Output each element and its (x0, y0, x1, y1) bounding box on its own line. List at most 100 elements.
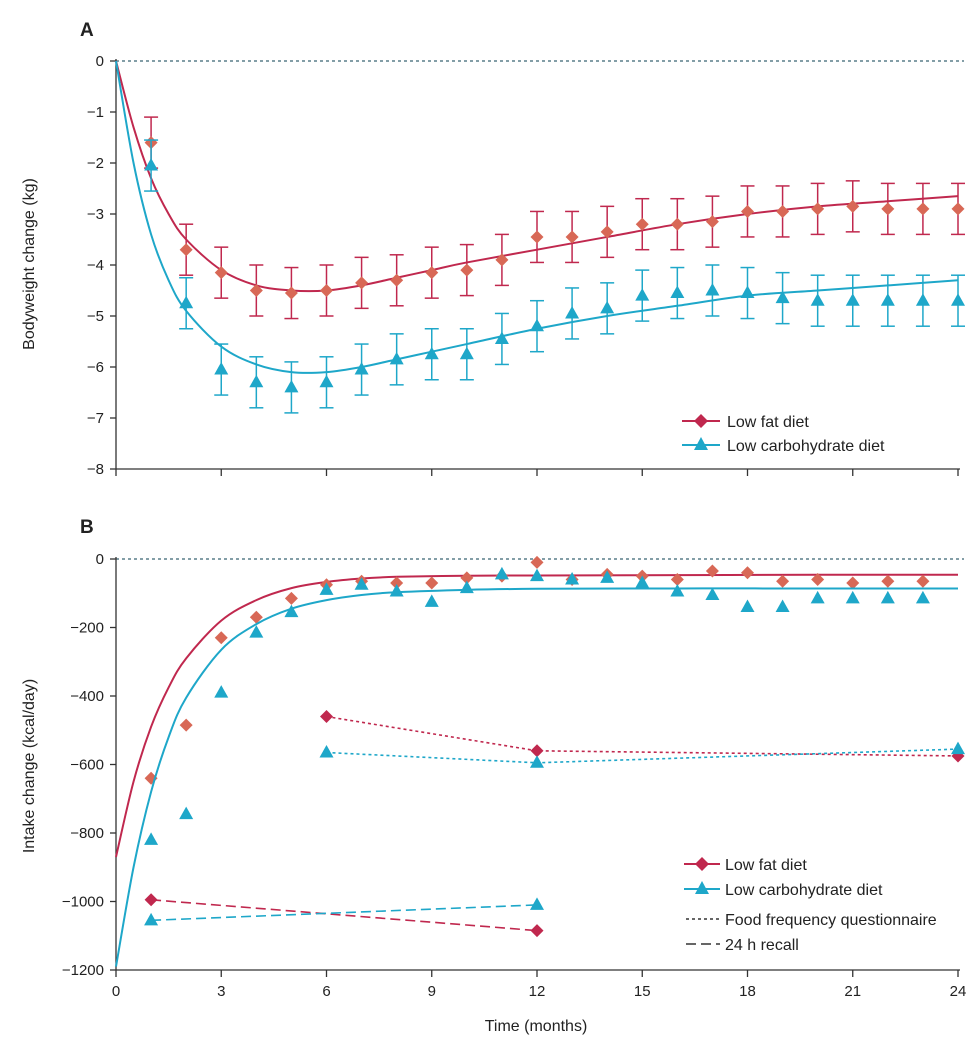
low-fat-data-point (284, 591, 298, 605)
low-fat-data-point (916, 202, 930, 216)
low-carb-data-point (530, 318, 544, 332)
low-fat-data-point (670, 573, 684, 587)
panel-b-legend-item-low-carb: Low carbohydrate diet (684, 881, 883, 899)
low-fat-data-point (741, 204, 754, 218)
low-fat-data-point (776, 574, 790, 588)
x-tick-label: 6 (322, 983, 330, 1000)
low-fat-data-point (741, 566, 754, 580)
low-carb-data-point (214, 362, 229, 375)
low-carb-data-point (179, 295, 194, 309)
panel-b-legend-item-low-fat: Low fat diet (684, 857, 807, 874)
low-carb-dashed-line (151, 904, 538, 922)
y-tick-label: −6 (87, 359, 104, 376)
low-carb-data-point (565, 572, 580, 585)
low-fat-data-point (249, 284, 263, 297)
low-carb-dotted-line (326, 748, 959, 764)
low-fat-data-point (214, 631, 228, 645)
low-carb-data-point (494, 331, 509, 344)
low-carb-data-point (951, 293, 965, 306)
low-carb-data-point (845, 590, 860, 604)
panel-a: A Bodyweight change (kg) 0 −1 −2 −3 −4 −5 −6 −7… (21, 20, 965, 478)
panel-b-plot-area: 0 −200 −400 −600 −800 −1000 −1200 0 3 6 9 12 15 18 21 2… (62, 551, 966, 1000)
low-fat-dotted-line (326, 715, 959, 757)
low-carb-data-point (810, 590, 825, 604)
y-tick-label: −1200 (62, 962, 104, 979)
panel-b-legend-item-ffq: Food frequency questionnaire (686, 912, 937, 929)
low-carb-data-point (705, 283, 720, 296)
low-fat-data-point (811, 202, 825, 216)
low-carb-data-point (530, 897, 544, 910)
low-fat-data-point (565, 230, 579, 244)
panel-b-legend-label-recall: 24 h recall (725, 937, 799, 954)
low-carb-data-point (670, 285, 685, 299)
y-tick-label: 0 (96, 53, 104, 70)
y-tick-label: −8 (87, 461, 104, 478)
low-fat-data-point (284, 286, 298, 300)
panel-b-legend: Low fat diet Low carbohydrate diet Food … (684, 857, 937, 954)
low-fat-data-point (881, 574, 895, 588)
low-carb-data-point (214, 685, 229, 698)
y-tick-label: −400 (70, 688, 104, 705)
low-fat-data-point (425, 266, 439, 280)
low-carb-data-point (284, 379, 299, 393)
low-carb-data-point (389, 351, 404, 365)
low-carb-data-point (705, 587, 720, 600)
panel-a-legend-label-low-fat: Low fat diet (727, 414, 809, 431)
y-tick-label: −5 (87, 308, 104, 325)
low-carb-data-point (600, 300, 615, 314)
low-carb-data-point (144, 912, 159, 926)
low-carb-data-point (775, 290, 790, 304)
low-fat-data-point (460, 571, 474, 585)
x-tick-label: 0 (112, 983, 120, 1000)
low-fat-fit-curve (115, 573, 959, 858)
low-fat-data-point (635, 217, 649, 231)
low-fat-data-point (495, 253, 509, 267)
low-carb-data-point (635, 575, 650, 588)
low-fat-data-point (179, 718, 193, 732)
low-carb-data-point (880, 590, 895, 604)
low-fat-data-point (425, 576, 439, 590)
low-carb-data-point (319, 745, 334, 758)
low-fat-data-point (390, 576, 404, 590)
low-carb-data-point (810, 293, 825, 306)
low-carb-data-point (845, 293, 860, 306)
panel-b-legend-label-low-fat: Low fat diet (725, 857, 807, 874)
low-fat-data-point (320, 284, 333, 297)
low-fat-data-point (179, 243, 193, 257)
y-tick-label: 0 (96, 551, 104, 568)
low-fat-data-point (530, 230, 544, 244)
y-tick-label: −4 (87, 257, 104, 274)
x-tick-label: 9 (428, 983, 436, 1000)
panel-b-y-axis-title: Intake change (kcal/day) (21, 679, 38, 853)
low-carb-data-point (670, 584, 685, 597)
low-carb-data-point (915, 590, 930, 604)
panel-b-legend-label-ffq: Food frequency questionnaire (725, 912, 937, 929)
x-tick-label: 24 (950, 983, 967, 1000)
low-carb-data-point (424, 594, 439, 607)
low-carb-data-point (319, 374, 334, 388)
low-carb-data-point (179, 806, 194, 820)
diamond-marker-icon (695, 857, 709, 871)
low-carb-data-point (635, 288, 650, 301)
low-carb-data-point (249, 625, 264, 638)
low-carb-data-point (565, 305, 580, 319)
low-carb-data-point (144, 832, 159, 845)
panel-a-y-axis-title: Bodyweight change (kg) (21, 178, 38, 350)
low-carb-data-point (951, 741, 965, 755)
y-tick-label: −7 (87, 410, 104, 427)
panel-a-legend-label-low-carb: Low carbohydrate diet (727, 438, 885, 455)
x-tick-label: 18 (739, 983, 756, 1000)
low-carb-data-point (915, 293, 930, 306)
low-carb-data-point (424, 346, 439, 360)
low-carb-data-point (319, 582, 334, 595)
low-fat-data-point (705, 215, 719, 229)
low-fat-data-point (530, 924, 544, 938)
y-tick-label: −800 (70, 825, 104, 842)
x-tick-label: 15 (634, 983, 651, 1000)
low-carb-data-point (459, 346, 474, 360)
panel-b-letter: B (80, 517, 94, 538)
low-carb-data-point (249, 374, 264, 388)
low-fat-data-point (670, 217, 684, 231)
panel-a-letter: A (80, 20, 94, 41)
panel-b-x-axis-title: Time (months) (485, 1018, 588, 1035)
